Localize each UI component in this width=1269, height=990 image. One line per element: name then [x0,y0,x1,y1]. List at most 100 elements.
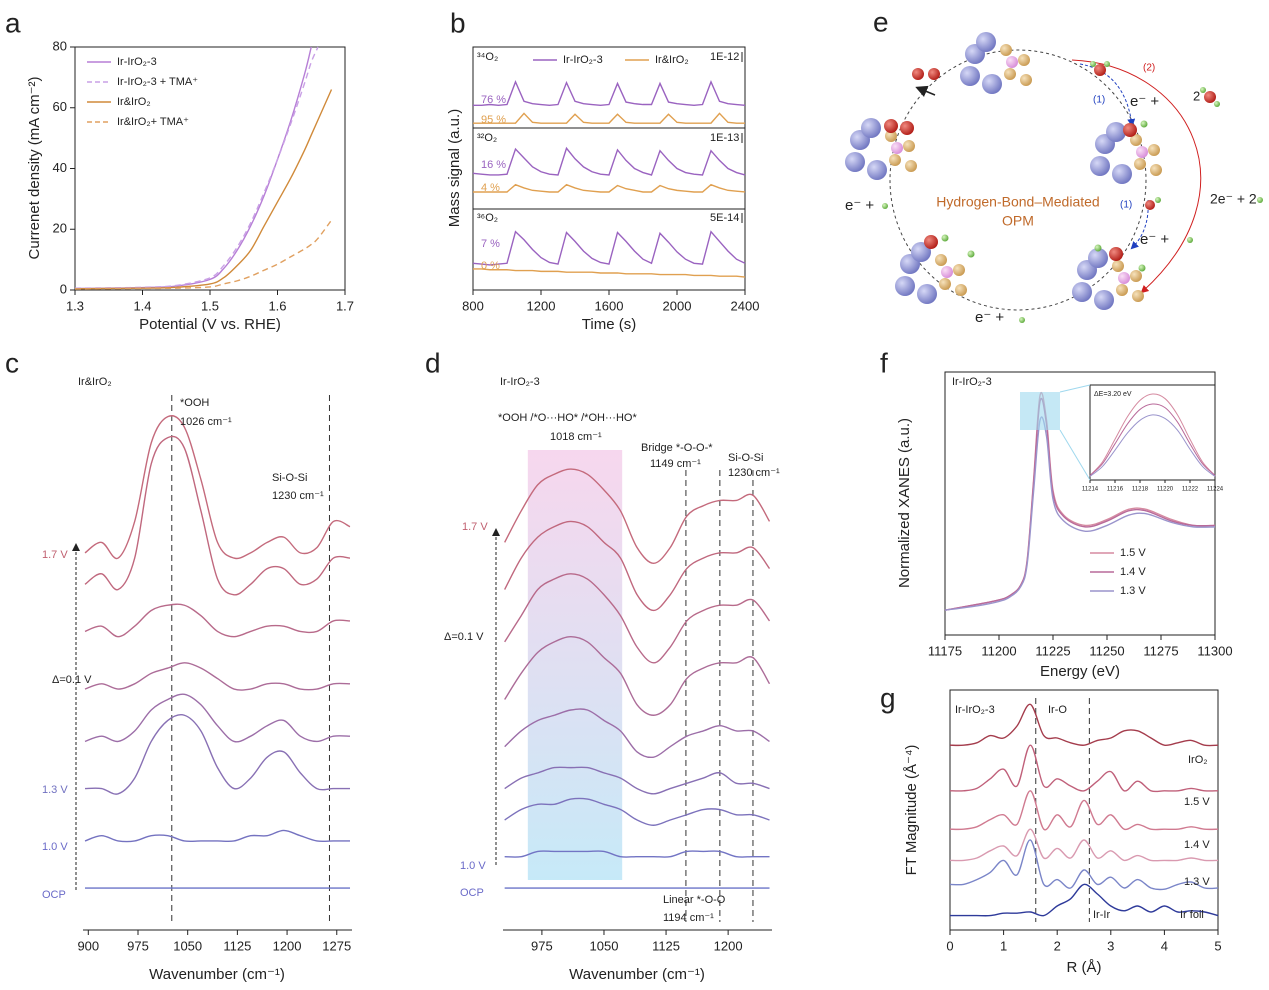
atom [1123,123,1137,137]
panel-label: e [873,6,889,37]
annotation: 1.7 V [462,521,488,533]
x-tick-label: 11224 [1207,487,1224,493]
series-line [84,435,351,596]
atom [1148,144,1160,156]
atom [1000,44,1012,56]
annotation: 1.5 V [1184,796,1210,808]
x-tick-label: 1.5 [201,298,219,313]
atom [941,234,949,242]
series-line [949,744,1219,793]
x-tick-label: 1200 [273,938,302,953]
atom [1214,101,1220,107]
plot-frame [949,689,1219,931]
atom [917,284,937,304]
series-line [504,520,771,612]
annotation: 0 % [481,260,500,272]
annotation: 95 % [481,114,506,126]
atom [1104,61,1110,67]
electron-label: 2e⁻ + 2 [1210,191,1257,207]
mechanism-diagram: e Hydrogen-Bond–Mediated OPM (1) (1) (2)… [845,6,1263,326]
series-line [504,573,771,664]
y-axis-title: Currenet density (mA cm⁻²) [26,77,43,260]
x-tick-label: 0 [946,938,953,953]
panel-label: d [425,347,441,378]
series-line [1089,403,1216,476]
atom [1130,270,1142,282]
legend-label: Ir&IrO₂+ TMA⁺ [117,116,189,128]
series-line [949,790,1219,831]
annotation: 1018 cm⁻¹ [550,431,602,443]
atom [1020,74,1032,86]
annotation: ³⁶O₂ [477,212,498,224]
annotation: Linear *-O-O [663,894,726,906]
annotation: Ir-IrO₂-3 [955,704,995,716]
x-axis-title: R (Å) [1067,959,1102,976]
atom [867,160,887,180]
x-tick-label: 1.6 [268,298,286,313]
atom [1112,164,1132,184]
series-line [473,79,746,107]
x-tick-label: 900 [77,938,99,953]
series-line [949,703,1219,747]
panel-label: f [880,347,888,378]
atom [885,130,897,142]
series-line [74,219,333,290]
x-tick-label: 975 [531,938,553,953]
annotation: Δ=0.1 V [444,631,484,643]
x-tick-label: 11216 [1107,487,1124,493]
atom [1112,260,1124,272]
y-tick-label: 60 [53,99,67,114]
atom [924,235,938,249]
series-line [473,268,746,278]
x-tick-label: 1600 [595,298,624,313]
x-tick-label: 975 [127,938,149,953]
annotation: 1.3 V [42,784,68,796]
series-line [1089,414,1216,477]
x-tick-label: 11222 [1182,487,1199,493]
annotation: Si-O-Si [272,472,307,484]
annotation: 1194 cm⁻¹ [663,912,714,924]
atom [1109,247,1123,261]
annotation: 1230 cm⁻¹ [272,490,324,502]
series-line [944,397,1216,611]
zoom-region [1020,392,1060,430]
annotation: Δ=0.1 V [52,674,92,686]
atom [941,266,953,278]
x-tick-label: 1050 [590,938,619,953]
atom [903,140,915,152]
x-axis-title: Wavenumber (cm⁻¹) [569,966,705,983]
electron-label: e⁻ + [1140,231,1169,248]
x-axis-title: Energy (eV) [1040,663,1120,680]
legend-label: 1.5 V [1120,547,1146,559]
series-line [84,714,351,795]
annotation: 1.0 V [42,841,68,853]
annotation: Bridge *-O-O-* [641,442,713,454]
x-tick-label: 1.3 [66,298,84,313]
atom [1140,120,1148,128]
annotation: IrO₂ [1188,754,1208,766]
annotation: 1.3 V [1184,876,1210,888]
annotation: Ir-IrO₂-3 [500,376,540,388]
x-tick-label: 800 [462,298,484,313]
x-tick-label: 3 [1107,938,1114,953]
series-line [950,883,1219,917]
atom [1130,134,1142,146]
annotation: Ir-O [1048,704,1067,716]
x-tick-label: 11300 [1197,643,1232,658]
atom [1134,158,1146,170]
atom [889,154,901,166]
x-tick-label: 11214 [1082,487,1099,493]
annotation: ³⁴O₂ [477,51,498,63]
annotation: OCP [42,889,66,901]
atom [900,121,914,135]
series-line [504,708,770,759]
atom [1006,56,1018,68]
atom [882,203,888,209]
atom [1204,91,1216,103]
x-axis-title: Time (s) [582,316,636,333]
atom [912,68,924,80]
atom [1094,64,1106,76]
zoom-connector [1059,384,1091,393]
atom [1090,156,1110,176]
